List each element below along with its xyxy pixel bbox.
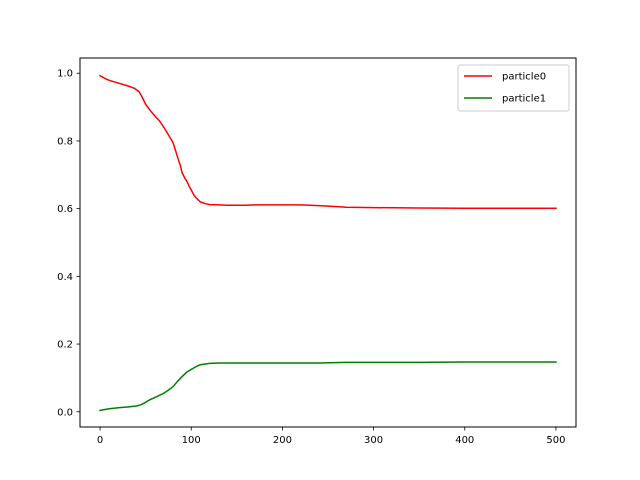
x-tick-label: 0 xyxy=(97,435,103,446)
legend-label: particle0 xyxy=(502,72,546,83)
x-tick-label: 300 xyxy=(364,435,383,446)
x-tick-label: 500 xyxy=(546,435,565,446)
y-tick-label: 1.0 xyxy=(57,69,73,80)
y-tick-label: 0.8 xyxy=(57,136,73,147)
legend: particle0 particle1 xyxy=(457,64,570,112)
y-axis: 0.0 0.2 0.4 0.6 0.8 1.0 xyxy=(57,69,80,418)
y-tick-label: 0.4 xyxy=(57,272,73,283)
x-tick-label: 100 xyxy=(182,435,201,446)
y-tick-label: 0.2 xyxy=(57,340,73,351)
y-tick-label: 0.0 xyxy=(57,407,73,418)
x-tick-label: 400 xyxy=(455,435,474,446)
series-layer xyxy=(99,74,557,412)
x-axis: 0 100 200 300 400 500 xyxy=(97,427,565,446)
plot-area-frame xyxy=(79,57,577,428)
x-tick-label: 200 xyxy=(273,435,292,446)
legend-label: particle1 xyxy=(502,94,546,105)
series-line-particle0 xyxy=(99,74,557,210)
series-line-particle1 xyxy=(99,361,557,412)
y-tick-label: 0.6 xyxy=(57,204,73,215)
